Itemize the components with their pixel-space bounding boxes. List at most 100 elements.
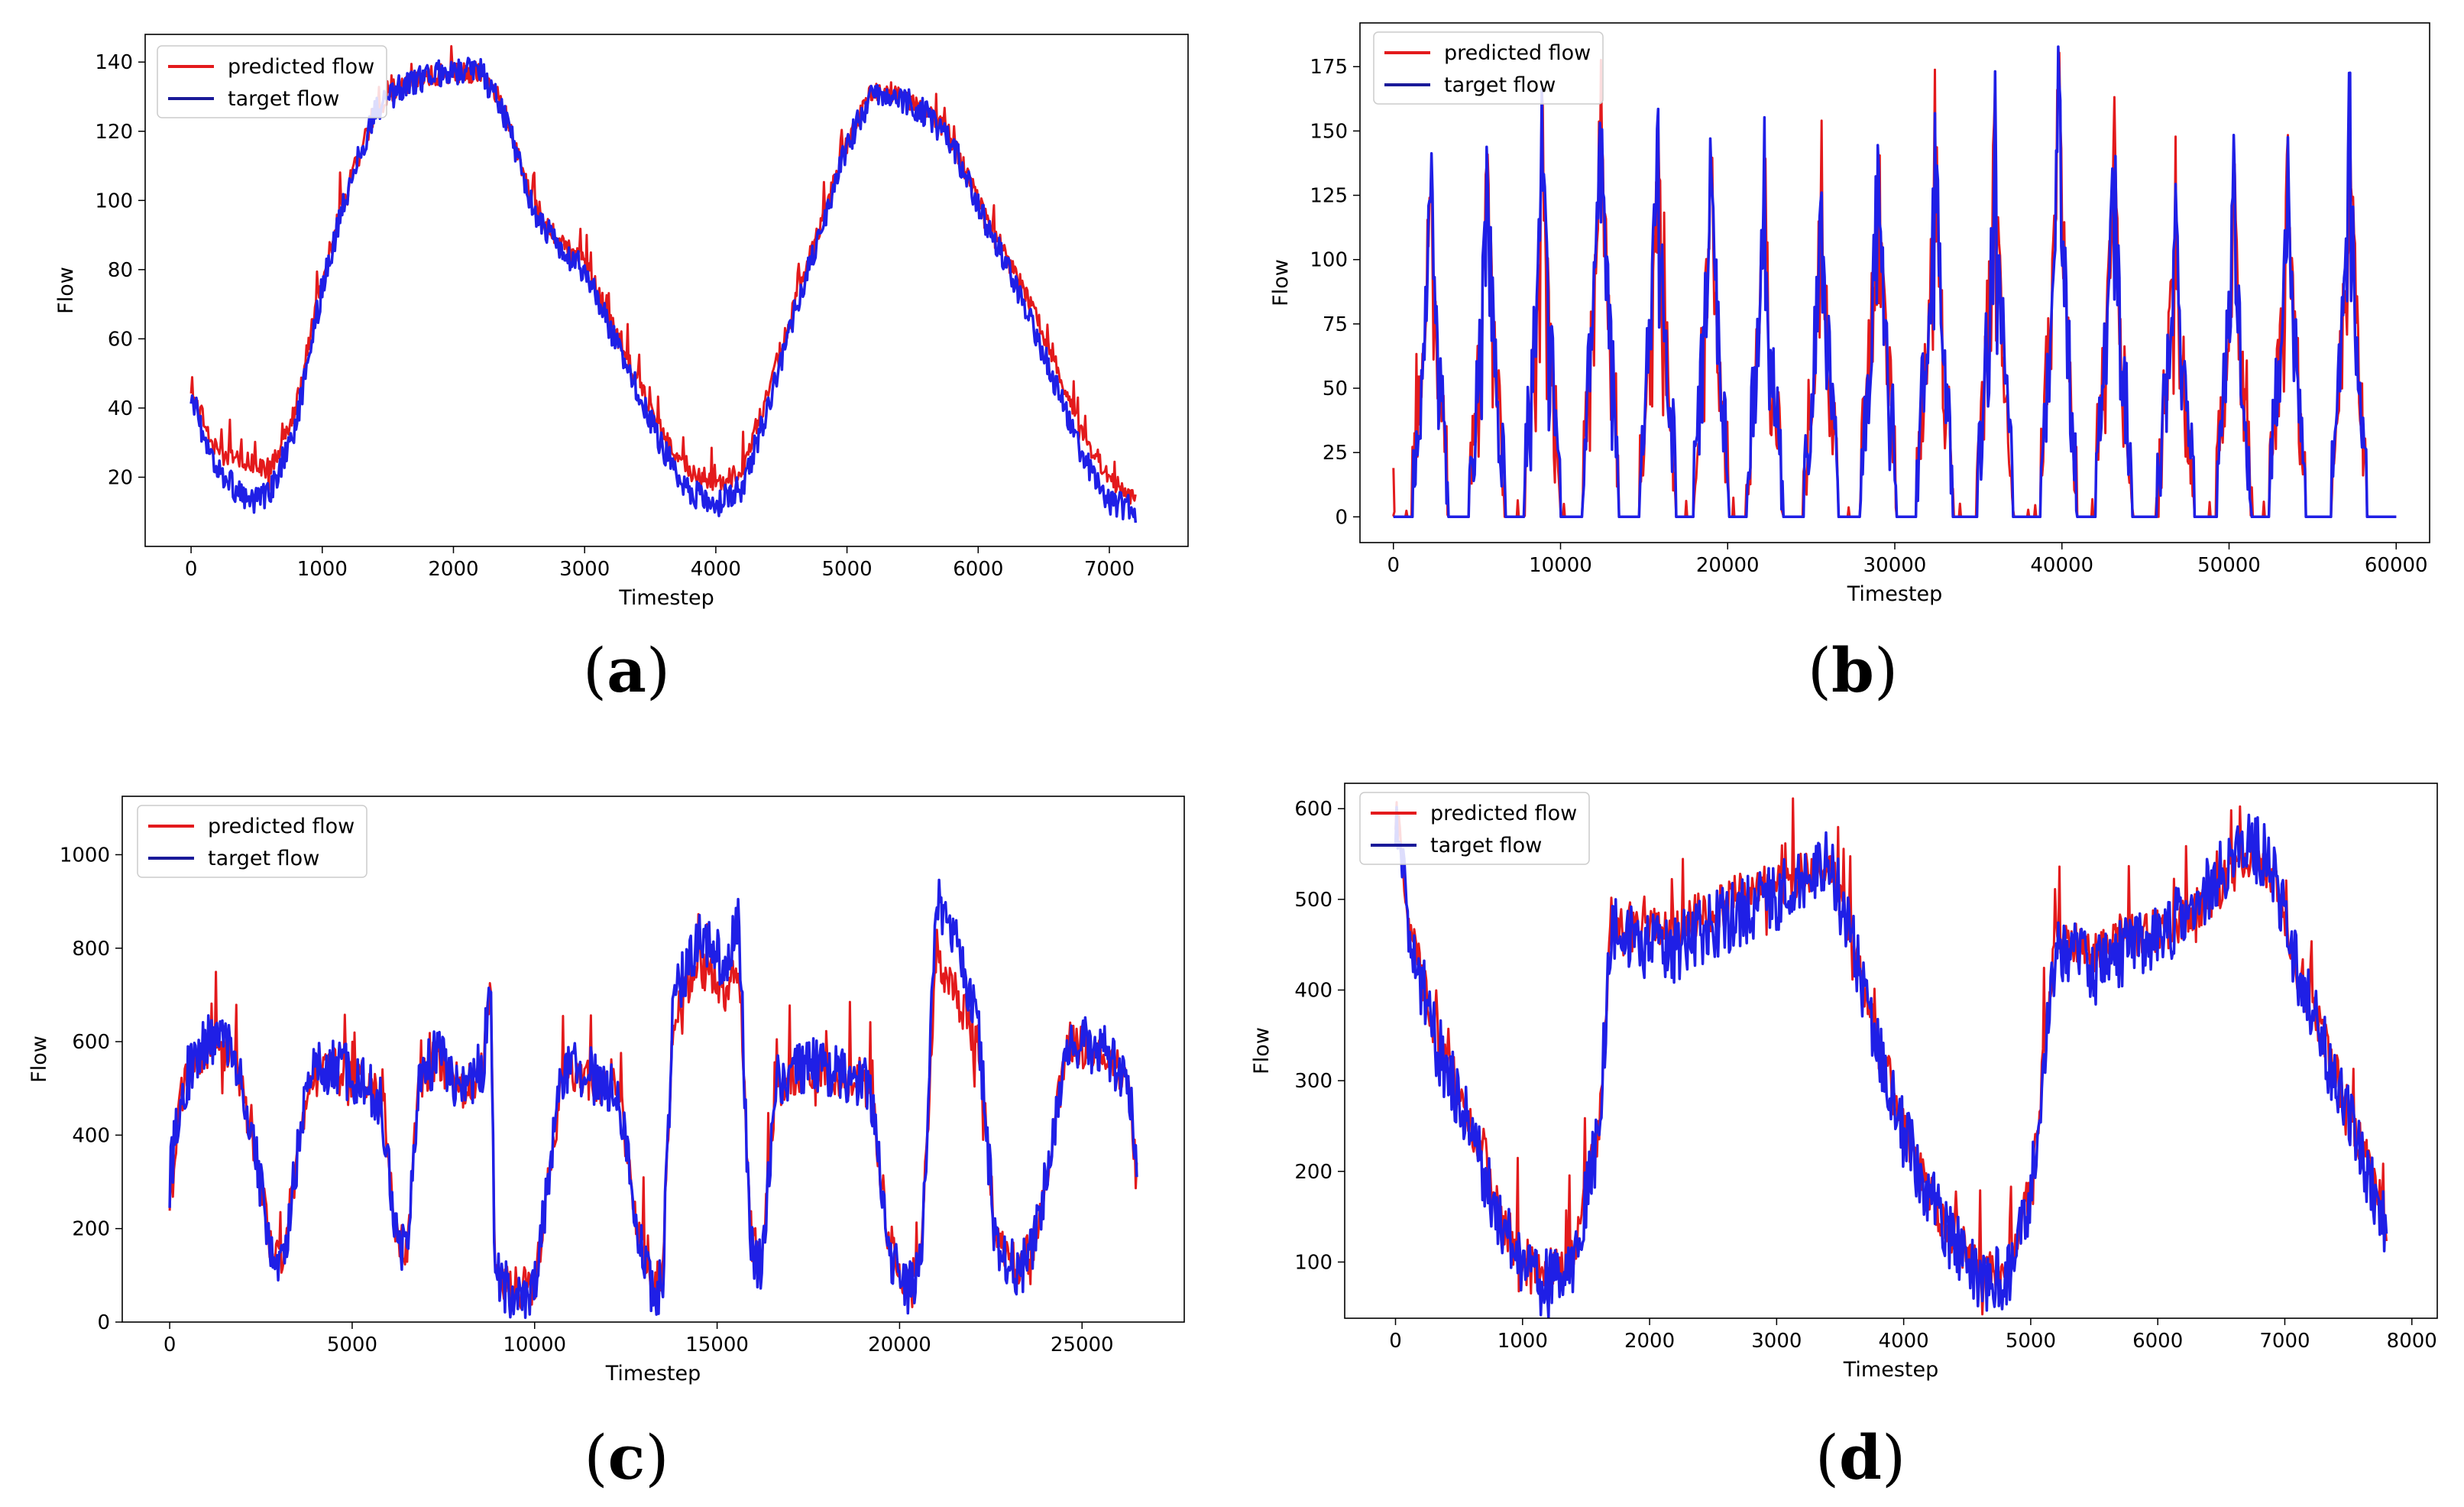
chart-panel-c: 0 5000 10000 15000 20000 25000 0 200 400 600 800 10… xyxy=(15,779,1196,1391)
plot-frame-c xyxy=(121,796,1185,1323)
y-axis-label: Flow xyxy=(28,1035,51,1083)
x-axis-label: Timestep xyxy=(1847,582,1942,606)
legend-d: predicted flow target flow xyxy=(1359,792,1590,865)
x-tick-label: 0 xyxy=(164,1334,176,1356)
y-tick-label: 100 xyxy=(1310,249,1348,272)
y-tick-label: 120 xyxy=(95,121,133,144)
x-tick-label: 8000 xyxy=(2387,1330,2437,1353)
legend-c: predicted flow target flow xyxy=(137,805,367,878)
x-tick-label: 20000 xyxy=(1696,554,1760,577)
caption-a: (a) xyxy=(582,634,671,706)
y-tick-label: 140 xyxy=(95,51,133,74)
y-axis-label: Flow xyxy=(1250,1027,1274,1074)
y-tick-label: 150 xyxy=(1310,120,1348,143)
legend-label-target: target flow xyxy=(1444,73,1556,97)
plot-frame-a xyxy=(144,34,1189,547)
chart-b: 0 10000 20000 30000 40000 50000 60000 0 25 50 75 10… xyxy=(1269,22,2430,606)
x-tick-label: 15000 xyxy=(685,1334,749,1356)
x-tick-label: 50000 xyxy=(2197,554,2261,577)
x-tick-label: 10000 xyxy=(503,1334,566,1356)
chart-panel-b: 0 10000 20000 30000 40000 50000 60000 0 25 50 75 10… xyxy=(1238,8,2445,611)
y-axis-label: Flow xyxy=(1269,259,1293,306)
legend-label-target: target flow xyxy=(1430,834,1542,857)
x-tick-label: 2000 xyxy=(1624,1330,1675,1353)
x-tick-label: 4000 xyxy=(691,558,741,581)
y-tick-label: 1000 xyxy=(60,844,110,867)
series-line-target-d xyxy=(1394,805,2388,1318)
x-tick-label: 30000 xyxy=(1863,554,1927,577)
x-tick-label: 0 xyxy=(185,558,198,581)
series-line-predicted-c xyxy=(168,912,1138,1310)
y-tick-label: 25 xyxy=(1323,442,1348,465)
x-axis-label: Timestep xyxy=(605,1362,701,1385)
y-tick-label: 400 xyxy=(72,1124,110,1147)
x-tick-label: 5000 xyxy=(327,1334,377,1356)
caption-c: (c) xyxy=(584,1421,669,1493)
x-tick-label: 3000 xyxy=(1751,1330,1802,1353)
y-tick-label: 50 xyxy=(1323,378,1348,400)
x-tick-label: 4000 xyxy=(1879,1330,1929,1353)
legend-box xyxy=(157,45,387,118)
legend-box xyxy=(137,805,367,878)
x-tick-label: 10000 xyxy=(1529,554,1592,577)
y-tick-label: 500 xyxy=(1294,889,1332,912)
chart-d: 0 1000 2000 3000 4000 5000 6000 7000 8000 100 200 3… xyxy=(1250,783,2438,1382)
legend-label-predicted: predicted flow xyxy=(1430,802,1577,825)
series-line-predicted-d xyxy=(1394,797,2388,1316)
legend-label-predicted: predicted flow xyxy=(228,55,374,79)
legend-label-target: target flow xyxy=(228,87,339,111)
y-tick-label: 80 xyxy=(108,259,133,282)
legend-a: predicted flow target flow xyxy=(157,45,387,118)
y-tick-label: 200 xyxy=(72,1218,110,1241)
y-tick-label: 200 xyxy=(1294,1161,1332,1184)
x-tick-label: 20000 xyxy=(868,1334,931,1356)
series-line-target-a xyxy=(189,57,1138,523)
y-axis-label: Flow xyxy=(54,267,78,314)
x-tick-label: 40000 xyxy=(2030,554,2093,577)
y-tick-label: 0 xyxy=(97,1311,110,1334)
x-tick-label: 6000 xyxy=(2132,1330,2183,1353)
y-tick-label: 125 xyxy=(1310,185,1348,208)
series-line-target-b xyxy=(1393,45,2397,519)
legend-label-predicted: predicted flow xyxy=(1444,41,1591,65)
x-tick-label: 25000 xyxy=(1051,1334,1114,1356)
y-tick-label: 20 xyxy=(108,466,133,489)
x-tick-label: 1000 xyxy=(1498,1330,1548,1353)
plot-frame-d xyxy=(1344,783,2438,1319)
x-tick-label: 5000 xyxy=(2006,1330,2056,1353)
y-tick-label: 0 xyxy=(1335,506,1348,529)
chart-panel-a: 0 1000 2000 3000 4000 5000 6000 7000 20 40 60 80 100… xyxy=(23,15,1200,611)
x-tick-label: 5000 xyxy=(821,558,872,581)
chart-a: 0 1000 2000 3000 4000 5000 6000 7000 20 40 60 80 100… xyxy=(54,34,1189,610)
y-tick-label: 100 xyxy=(1294,1251,1332,1274)
x-tick-label: 7000 xyxy=(2259,1330,2310,1353)
y-tick-label: 175 xyxy=(1310,56,1348,79)
caption-b: (b) xyxy=(1807,634,1899,706)
chart-panel-d: 0 1000 2000 3000 4000 5000 6000 7000 8000 100 200 3… xyxy=(1238,768,2453,1387)
y-tick-label: 75 xyxy=(1323,313,1348,336)
x-tick-label: 2000 xyxy=(428,558,478,581)
y-tick-label: 800 xyxy=(72,938,110,961)
y-tick-label: 400 xyxy=(1294,980,1332,1003)
caption-d: (d) xyxy=(1815,1421,1906,1493)
y-tick-label: 600 xyxy=(72,1031,110,1054)
x-tick-label: 7000 xyxy=(1084,558,1135,581)
legend-box xyxy=(1359,792,1590,865)
legend-box xyxy=(1373,31,1604,105)
y-tick-label: 40 xyxy=(108,397,133,420)
x-axis-label: Timestep xyxy=(618,586,714,610)
y-tick-label: 600 xyxy=(1294,798,1332,821)
x-tick-label: 0 xyxy=(1389,1330,1402,1353)
y-tick-label: 300 xyxy=(1294,1070,1332,1093)
x-tick-label: 1000 xyxy=(297,558,348,581)
y-tick-label: 100 xyxy=(95,190,133,212)
legend-b: predicted flow target flow xyxy=(1373,31,1604,105)
x-tick-label: 3000 xyxy=(559,558,610,581)
x-tick-label: 6000 xyxy=(953,558,1003,581)
series-line-target-c xyxy=(168,878,1138,1319)
y-tick-label: 60 xyxy=(108,328,133,351)
x-tick-label: 60000 xyxy=(2365,554,2428,577)
legend-label-predicted: predicted flow xyxy=(208,815,355,838)
chart-c: 0 5000 10000 15000 20000 25000 0 200 400 600 800 10… xyxy=(28,796,1185,1385)
x-axis-label: Timestep xyxy=(1843,1358,1938,1382)
